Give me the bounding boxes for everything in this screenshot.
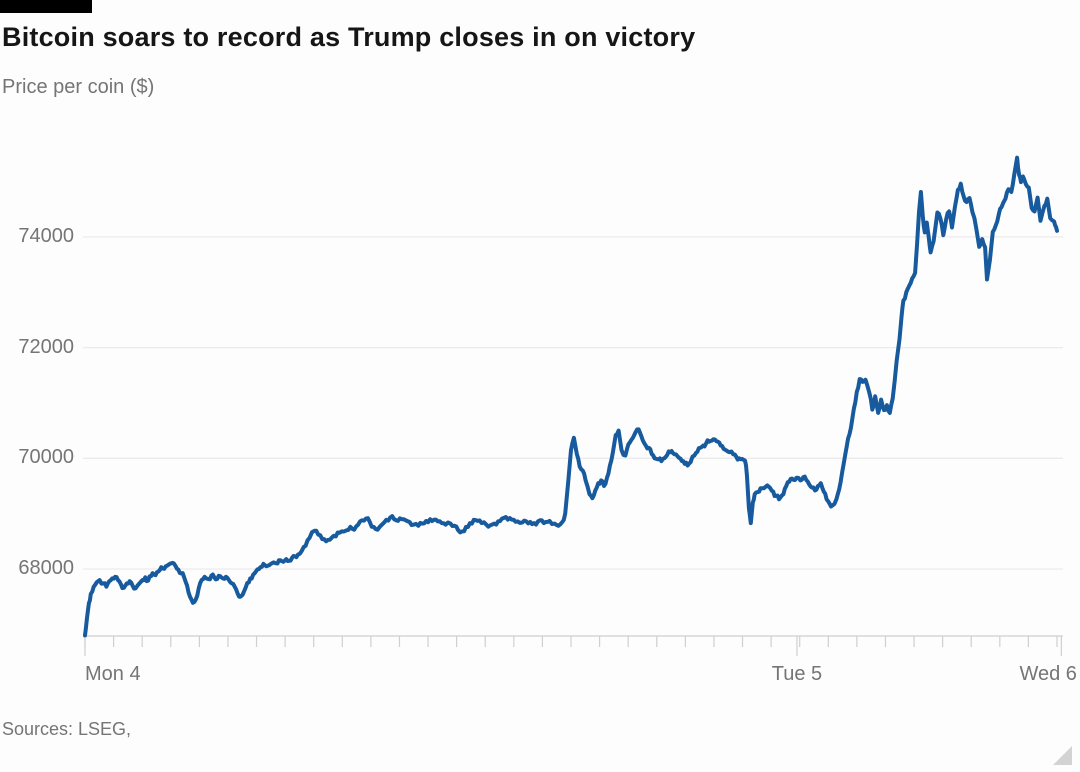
x-axis xyxy=(83,635,1063,656)
x-axis-label: Wed 6 xyxy=(1019,663,1077,685)
y-axis-label: 68000 xyxy=(18,557,74,580)
y-axis-label: 70000 xyxy=(18,446,74,469)
x-axis-label: Mon 4 xyxy=(85,663,141,685)
x-axis-label: Tue 5 xyxy=(771,663,823,685)
y-axis-label: 74000 xyxy=(18,224,74,247)
chart-title: Bitcoin soars to record as Trump closes … xyxy=(2,22,696,52)
price-line-path xyxy=(83,155,1059,638)
accent-bar xyxy=(0,0,92,13)
y-axis-label: 72000 xyxy=(18,335,74,358)
chart-subtitle: Price per coin ($) xyxy=(2,76,155,98)
source-note: Sources: LSEG, xyxy=(2,719,132,739)
grid-lines xyxy=(83,236,1063,570)
resize-handle-icon[interactable] xyxy=(1053,746,1072,765)
